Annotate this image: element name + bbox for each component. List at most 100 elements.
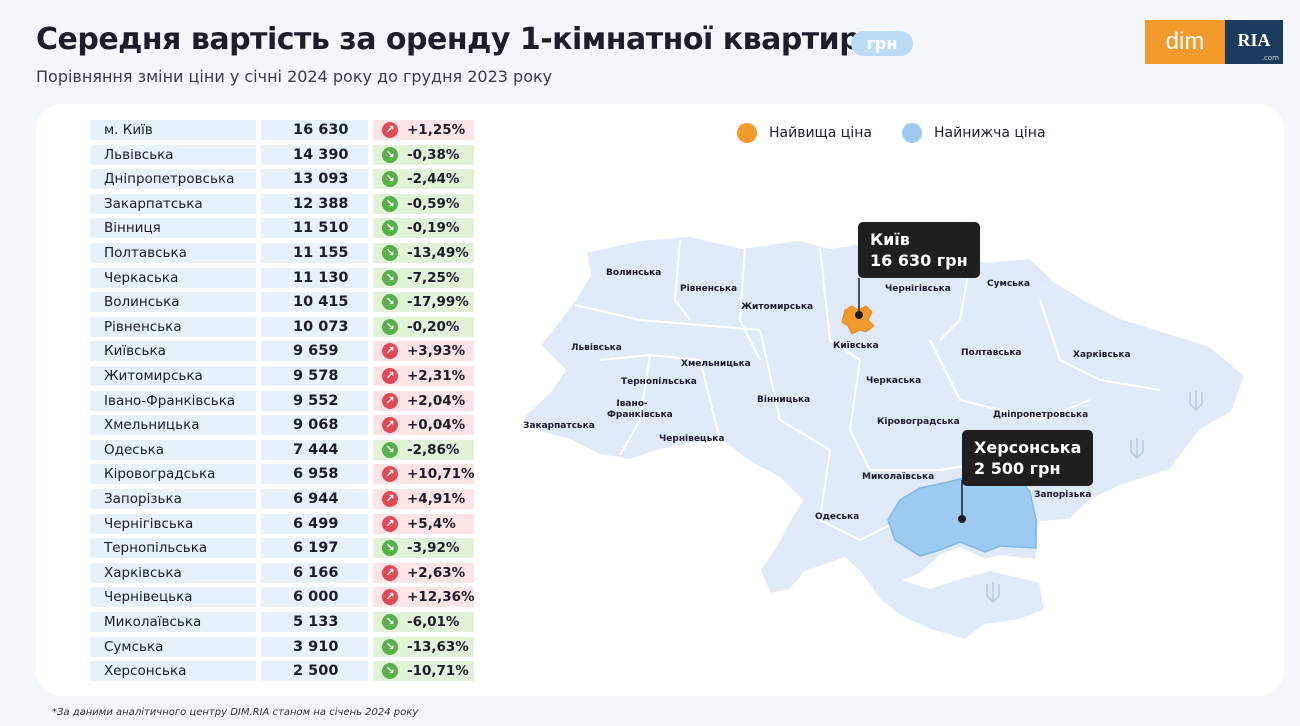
callout-high-value: 16 630 грн <box>870 251 968 270</box>
change-value: +0,04% <box>407 417 466 434</box>
table-row: Чернігівська 6 499 ↗ +5,4% <box>90 513 474 534</box>
region-label-dnipropetrovska: Дніпропетровська <box>993 410 1089 420</box>
region-name: Дніпропетровська <box>90 169 256 190</box>
page-title: Середня вартість за оренду 1-кімнатної к… <box>36 22 881 57</box>
change-value: +2,63% <box>407 564 466 581</box>
change-value: +12,36% <box>407 589 475 606</box>
region-label-rivnenska: Рівненська <box>680 284 738 294</box>
price-value: 9 068 <box>261 415 368 436</box>
arrow-up-icon: ↗ <box>382 417 398 434</box>
region-label-odeska: Одеська <box>815 512 860 522</box>
table-row: Хмельницька 9 068 ↗ +0,04% <box>90 415 474 436</box>
table-row: Тернопільська 6 197 ↘ -3,92% <box>90 538 474 559</box>
price-value: 10 415 <box>261 292 368 313</box>
price-value: 6 944 <box>261 489 368 509</box>
arrow-up-icon: ↗ <box>382 491 398 507</box>
change-cell: ↗ +0,04% <box>373 415 474 436</box>
callout-low: Херсонська 2 500 грн <box>962 430 1094 486</box>
table-row: Херсонська 2 500 ↘ -10,71% <box>90 661 474 682</box>
region-name: Вінниця <box>90 218 256 239</box>
table-row: Закарпатська 12 388 ↘ -0,59% <box>90 193 474 214</box>
table-row: м. Київ 16 630 ↗ +1,25% <box>90 120 474 140</box>
change-value: -10,71% <box>407 663 469 680</box>
price-value: 6 499 <box>261 513 368 534</box>
region-label-vinnytska: Вінницька <box>757 395 811 405</box>
table-row: Дніпропетровська 13 093 ↘ -2,44% <box>90 169 474 190</box>
region-name: Запорізька <box>90 489 256 509</box>
region-label-ternopilska: Тернопільська <box>621 377 697 387</box>
trident-icon <box>1130 438 1144 460</box>
change-cell: ↗ +12,36% <box>373 587 475 608</box>
arrow-up-icon: ↗ <box>382 392 398 409</box>
table-row: Полтавська 11 155 ↘ -13,49% <box>90 243 474 263</box>
region-name: м. Київ <box>90 120 256 140</box>
price-value: 5 133 <box>261 612 368 632</box>
arrow-up-icon: ↗ <box>382 589 398 606</box>
arrow-down-icon: ↘ <box>382 614 398 630</box>
price-value: 9 552 <box>261 390 368 411</box>
region-label-kyivska: Київська <box>833 341 879 351</box>
change-value: -7,25% <box>407 269 460 286</box>
region-name: Львівська <box>90 144 256 165</box>
region-name: Кіровоградська <box>90 464 256 485</box>
change-cell: ↗ +4,91% <box>373 489 474 509</box>
logo-dim: dim <box>1145 20 1225 64</box>
legend-lowest: Найнижча ціна <box>902 122 1046 144</box>
unit-badge: грн <box>851 31 913 56</box>
arrow-down-icon: ↘ <box>382 220 398 237</box>
change-value: +2,31% <box>407 368 466 384</box>
callout-high: Київ 16 630 грн <box>858 222 980 278</box>
change-cell: ↗ +2,63% <box>373 562 474 583</box>
change-value: +10,71% <box>407 466 475 483</box>
change-cell: ↘ -0,20% <box>373 316 474 337</box>
region-name: Полтавська <box>90 243 256 263</box>
price-value: 6 197 <box>261 538 368 559</box>
price-value: 6 000 <box>261 587 368 608</box>
arrow-down-icon: ↘ <box>382 441 398 458</box>
region-label-khmelnytska: Хмельницька <box>681 359 751 369</box>
table-row: Запорізька 6 944 ↗ +4,91% <box>90 489 474 509</box>
footnote: *За даними аналітичного центру DIM.RIA с… <box>52 707 419 718</box>
change-value: +1,25% <box>407 122 466 138</box>
change-cell: ↘ -10,71% <box>373 661 474 682</box>
change-value: -17,99% <box>407 294 469 311</box>
change-value: -0,59% <box>407 195 460 212</box>
trident-icons <box>986 390 1203 604</box>
callout-low-title: Херсонська <box>974 438 1082 457</box>
region-label-volynska: Волинська <box>606 268 662 278</box>
region-name: Черкаська <box>90 267 256 288</box>
arrow-down-icon: ↘ <box>382 195 398 212</box>
arrow-down-icon: ↘ <box>382 663 398 680</box>
region-name: Сумська <box>90 636 256 657</box>
table-row: Харківська 6 166 ↗ +2,63% <box>90 562 474 583</box>
arrow-down-icon: ↘ <box>382 245 398 261</box>
region-label-ivano: Івано-Франківська <box>607 399 673 420</box>
price-value: 6 958 <box>261 464 368 485</box>
region-label-kharkivska: Харківська <box>1073 350 1131 360</box>
change-value: -2,86% <box>407 441 460 458</box>
change-value: -13,63% <box>407 638 469 655</box>
change-cell: ↗ +1,25% <box>373 120 474 140</box>
change-cell: ↘ -2,86% <box>373 439 474 460</box>
table-row: Вінниця 11 510 ↘ -0,19% <box>90 218 474 239</box>
arrow-down-icon: ↘ <box>382 318 398 335</box>
price-value: 2 500 <box>261 661 368 682</box>
change-value: -3,92% <box>407 540 460 557</box>
region-name: Миколаївська <box>90 612 256 632</box>
page-subtitle: Порівняння зміни ціни у січні 2024 року … <box>36 67 553 86</box>
change-cell: ↗ +10,71% <box>373 464 475 485</box>
logo-ria-sub: .com <box>1261 54 1279 62</box>
change-cell: ↘ -7,25% <box>373 267 474 288</box>
table-row: Львівська 14 390 ↘ -0,38% <box>90 144 474 165</box>
price-value: 9 578 <box>261 366 368 386</box>
arrow-down-icon: ↘ <box>382 294 398 311</box>
arrow-up-icon: ↗ <box>382 466 398 483</box>
region-label-poltavska: Полтавська <box>961 348 1022 358</box>
change-value: +5,4% <box>407 515 456 532</box>
table-row: Волинська 10 415 ↘ -17,99% <box>90 292 474 313</box>
table-row: Кіровоградська 6 958 ↗ +10,71% <box>90 464 475 485</box>
change-cell: ↘ -0,59% <box>373 193 474 214</box>
region-label-mykolaivska: Миколаївська <box>862 472 935 482</box>
legend-lowest-label: Найнижча ціна <box>934 125 1046 141</box>
